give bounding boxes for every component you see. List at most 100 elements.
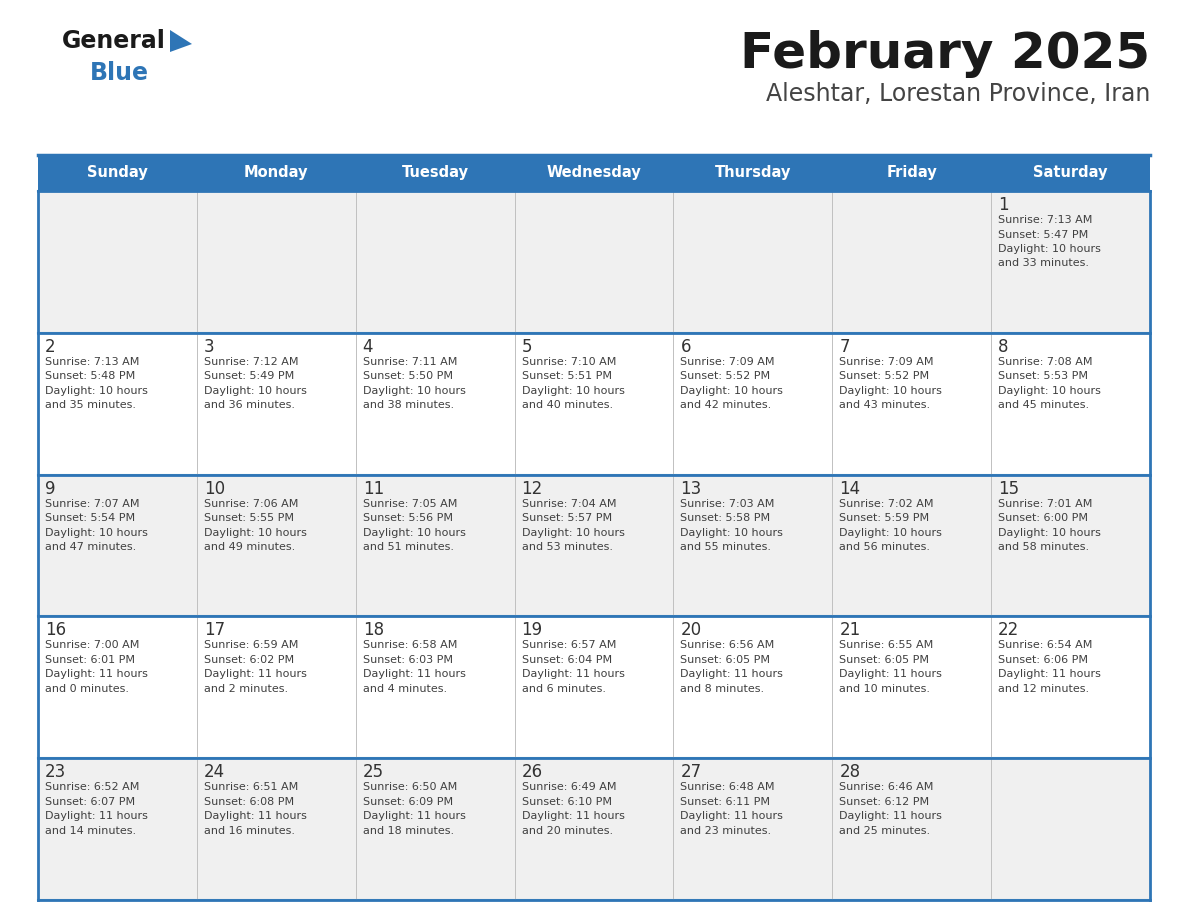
Text: Saturday: Saturday xyxy=(1034,165,1108,181)
Text: Sunrise: 7:07 AM: Sunrise: 7:07 AM xyxy=(45,498,139,509)
Text: Daylight: 10 hours: Daylight: 10 hours xyxy=(362,528,466,538)
Bar xyxy=(197,758,355,900)
Bar xyxy=(674,191,833,333)
Text: Sunset: 6:02 PM: Sunset: 6:02 PM xyxy=(204,655,293,665)
Text: 28: 28 xyxy=(839,763,860,781)
Text: and 36 minutes.: and 36 minutes. xyxy=(204,400,295,410)
Text: Sunset: 6:01 PM: Sunset: 6:01 PM xyxy=(45,655,135,665)
Text: and 49 minutes.: and 49 minutes. xyxy=(204,543,295,552)
Text: and 56 minutes.: and 56 minutes. xyxy=(839,543,930,552)
Text: 26: 26 xyxy=(522,763,543,781)
Text: Sunrise: 6:56 AM: Sunrise: 6:56 AM xyxy=(681,641,775,650)
Text: 1: 1 xyxy=(998,196,1009,214)
Text: Sunset: 5:51 PM: Sunset: 5:51 PM xyxy=(522,371,612,381)
Text: Monday: Monday xyxy=(244,165,309,181)
Text: Sunrise: 7:09 AM: Sunrise: 7:09 AM xyxy=(839,357,934,367)
Text: Sunset: 5:59 PM: Sunset: 5:59 PM xyxy=(839,513,929,523)
Text: 16: 16 xyxy=(45,621,67,640)
Text: Daylight: 11 hours: Daylight: 11 hours xyxy=(204,812,307,822)
Bar xyxy=(197,191,355,333)
Text: Sunrise: 6:57 AM: Sunrise: 6:57 AM xyxy=(522,641,615,650)
Text: and 51 minutes.: and 51 minutes. xyxy=(362,543,454,552)
Text: Daylight: 10 hours: Daylight: 10 hours xyxy=(522,386,625,396)
Text: Sunrise: 6:49 AM: Sunrise: 6:49 AM xyxy=(522,782,617,792)
Text: Daylight: 10 hours: Daylight: 10 hours xyxy=(998,386,1101,396)
Text: Daylight: 10 hours: Daylight: 10 hours xyxy=(522,528,625,538)
Bar xyxy=(674,758,833,900)
Bar xyxy=(991,155,1150,191)
Text: and 6 minutes.: and 6 minutes. xyxy=(522,684,606,694)
Text: Sunset: 6:05 PM: Sunset: 6:05 PM xyxy=(681,655,771,665)
Text: Sunrise: 7:05 AM: Sunrise: 7:05 AM xyxy=(362,498,457,509)
Text: and 55 minutes.: and 55 minutes. xyxy=(681,543,771,552)
Text: Daylight: 10 hours: Daylight: 10 hours xyxy=(681,386,783,396)
Text: Sunrise: 6:59 AM: Sunrise: 6:59 AM xyxy=(204,641,298,650)
Bar xyxy=(38,191,197,333)
Text: 5: 5 xyxy=(522,338,532,356)
Bar xyxy=(514,155,674,191)
Bar xyxy=(833,155,991,191)
Polygon shape xyxy=(170,30,192,52)
Text: Daylight: 11 hours: Daylight: 11 hours xyxy=(45,669,147,679)
Text: 21: 21 xyxy=(839,621,860,640)
Text: 3: 3 xyxy=(204,338,215,356)
Text: Daylight: 11 hours: Daylight: 11 hours xyxy=(839,812,942,822)
Bar xyxy=(674,155,833,191)
Text: and 18 minutes.: and 18 minutes. xyxy=(362,825,454,835)
Text: 27: 27 xyxy=(681,763,702,781)
Text: Wednesday: Wednesday xyxy=(546,165,642,181)
Text: and 23 minutes.: and 23 minutes. xyxy=(681,825,771,835)
Text: Sunrise: 7:09 AM: Sunrise: 7:09 AM xyxy=(681,357,775,367)
Text: and 53 minutes.: and 53 minutes. xyxy=(522,543,613,552)
Text: 7: 7 xyxy=(839,338,849,356)
Text: 13: 13 xyxy=(681,479,702,498)
Bar xyxy=(38,155,197,191)
Text: Sunrise: 6:52 AM: Sunrise: 6:52 AM xyxy=(45,782,139,792)
Text: 6: 6 xyxy=(681,338,691,356)
Text: Daylight: 11 hours: Daylight: 11 hours xyxy=(998,669,1101,679)
Text: Sunset: 5:54 PM: Sunset: 5:54 PM xyxy=(45,513,135,523)
Text: and 35 minutes.: and 35 minutes. xyxy=(45,400,135,410)
Text: and 16 minutes.: and 16 minutes. xyxy=(204,825,295,835)
Text: and 40 minutes.: and 40 minutes. xyxy=(522,400,613,410)
Text: Thursday: Thursday xyxy=(715,165,791,181)
Text: Daylight: 10 hours: Daylight: 10 hours xyxy=(362,386,466,396)
Text: Sunset: 6:06 PM: Sunset: 6:06 PM xyxy=(998,655,1088,665)
Text: Daylight: 10 hours: Daylight: 10 hours xyxy=(45,386,147,396)
Text: Daylight: 10 hours: Daylight: 10 hours xyxy=(839,528,942,538)
Bar xyxy=(38,475,197,616)
Text: 19: 19 xyxy=(522,621,543,640)
Text: and 8 minutes.: and 8 minutes. xyxy=(681,684,765,694)
Bar xyxy=(355,155,514,191)
Text: Daylight: 11 hours: Daylight: 11 hours xyxy=(522,812,625,822)
Text: 2: 2 xyxy=(45,338,56,356)
Text: and 33 minutes.: and 33 minutes. xyxy=(998,259,1089,268)
Text: Daylight: 10 hours: Daylight: 10 hours xyxy=(45,528,147,538)
Text: Daylight: 10 hours: Daylight: 10 hours xyxy=(839,386,942,396)
Bar xyxy=(355,758,514,900)
Text: General: General xyxy=(62,29,166,53)
Text: Sunrise: 6:48 AM: Sunrise: 6:48 AM xyxy=(681,782,775,792)
Text: 15: 15 xyxy=(998,479,1019,498)
Bar xyxy=(674,616,833,758)
Bar xyxy=(38,333,197,475)
Text: Sunset: 5:50 PM: Sunset: 5:50 PM xyxy=(362,371,453,381)
Text: February 2025: February 2025 xyxy=(740,30,1150,78)
Text: Sunrise: 7:01 AM: Sunrise: 7:01 AM xyxy=(998,498,1093,509)
Text: 14: 14 xyxy=(839,479,860,498)
Text: Sunset: 6:11 PM: Sunset: 6:11 PM xyxy=(681,797,771,807)
Text: Daylight: 10 hours: Daylight: 10 hours xyxy=(204,386,307,396)
Text: 10: 10 xyxy=(204,479,225,498)
Text: 18: 18 xyxy=(362,621,384,640)
Text: Daylight: 11 hours: Daylight: 11 hours xyxy=(681,669,783,679)
Text: Sunset: 5:56 PM: Sunset: 5:56 PM xyxy=(362,513,453,523)
Text: Sunset: 5:52 PM: Sunset: 5:52 PM xyxy=(681,371,771,381)
Text: Sunrise: 7:12 AM: Sunrise: 7:12 AM xyxy=(204,357,298,367)
Text: 24: 24 xyxy=(204,763,225,781)
Bar xyxy=(355,475,514,616)
Text: and 58 minutes.: and 58 minutes. xyxy=(998,543,1089,552)
Text: and 20 minutes.: and 20 minutes. xyxy=(522,825,613,835)
Text: Sunset: 5:47 PM: Sunset: 5:47 PM xyxy=(998,230,1088,240)
Bar xyxy=(991,191,1150,333)
Text: 9: 9 xyxy=(45,479,56,498)
